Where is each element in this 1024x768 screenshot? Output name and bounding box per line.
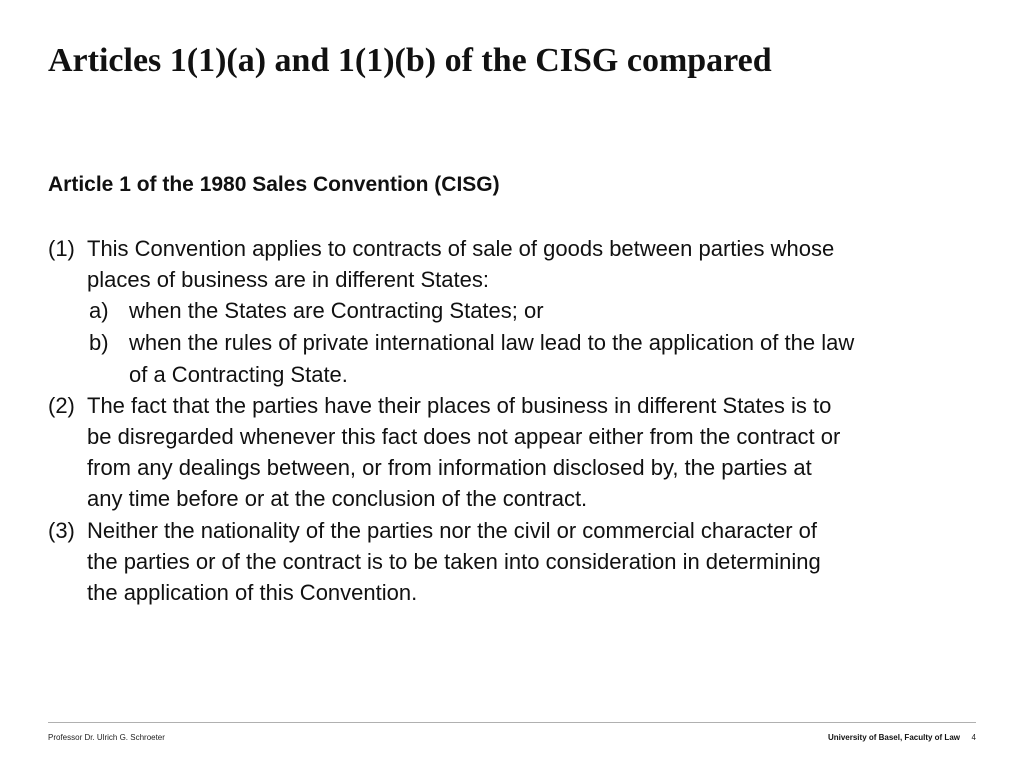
page-number: 4: [971, 733, 976, 742]
text-line: any time before or at the conclusion of …: [87, 486, 588, 511]
text-line: from any dealings between, or from infor…: [87, 455, 812, 480]
text-line: when the States are Contracting States; …: [129, 298, 544, 323]
text-line: This Convention applies to contracts of …: [87, 236, 835, 261]
slide-title: Articles 1(1)(a) and 1(1)(b) of the CISG…: [48, 42, 772, 79]
text-line: Neither the nationality of the parties n…: [87, 518, 817, 543]
text-line: the application of this Convention.: [87, 580, 418, 605]
text-line: of a Contracting State.: [129, 362, 348, 387]
paragraph-number: (2): [48, 393, 75, 418]
paragraph-number: (1): [48, 236, 75, 261]
text-line: the parties or of the contract is to be …: [87, 549, 821, 574]
text-line: when the rules of private international …: [129, 330, 855, 355]
subparagraph-letter: b): [89, 330, 109, 355]
footer-author: Professor Dr. Ulrich G. Schroeter: [48, 733, 165, 742]
text-line: The fact that the parties have their pla…: [87, 393, 832, 418]
footer-institution: University of Basel, Faculty of Law: [827, 733, 960, 742]
text-line: be disregarded whenever this fact does n…: [87, 424, 841, 449]
article-heading: Article 1 of the 1980 Sales Convention (…: [48, 173, 500, 196]
text-line: places of business are in different Stat…: [87, 267, 489, 292]
footer-divider: [48, 722, 976, 723]
paragraph-number: (3): [48, 518, 75, 543]
subparagraph-letter: a): [89, 298, 109, 323]
